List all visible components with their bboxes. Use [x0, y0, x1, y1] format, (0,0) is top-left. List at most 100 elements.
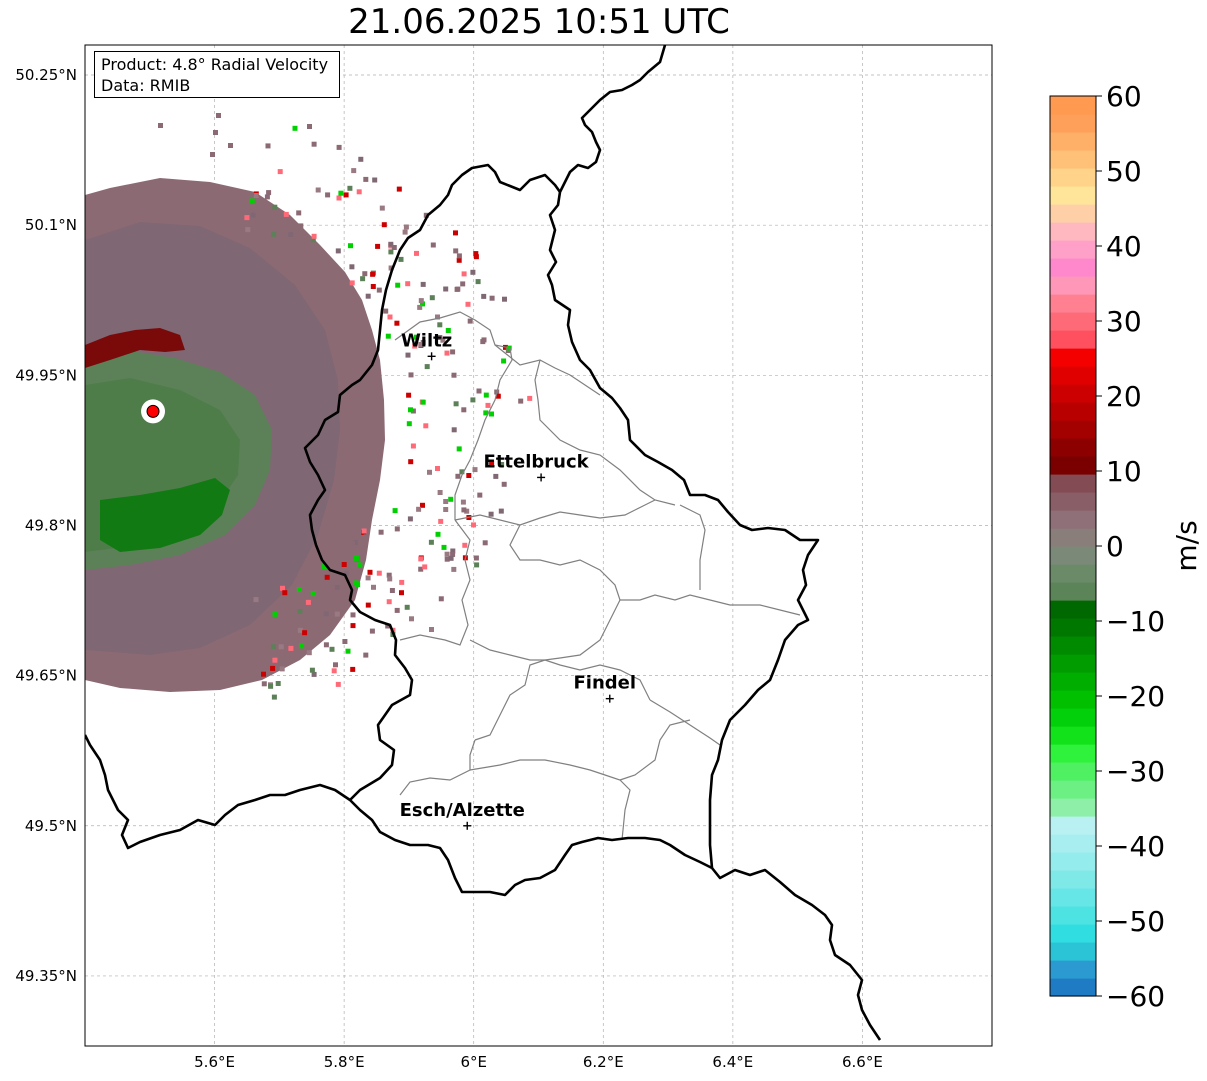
echo-pixel: [428, 539, 434, 545]
colorbar-ticks: 60 50 40 30 20 10 0 −10 −20 −30 −40 −50 −60: [1096, 80, 1165, 1013]
echo-pixel: [448, 496, 454, 502]
y-axis-ticks: 50.25°N 50.1°N 49.95°N 49.8°N 49.65°N 49.5°N 4…: [15, 66, 77, 985]
echo-pixel: [410, 443, 416, 449]
colorbar-swatch: [1050, 600, 1096, 619]
city-label: Ettelbruck: [484, 451, 590, 472]
y-tick-label: 49.5°N: [25, 817, 77, 835]
echo-pixel: [418, 566, 424, 572]
echo-pixel: [456, 446, 462, 452]
echo-pixel: [437, 322, 443, 328]
echo-pixel: [213, 130, 218, 135]
echo-pixel: [365, 575, 371, 581]
echo-pixel: [329, 646, 335, 652]
echo-pixel: [420, 301, 425, 307]
echo-pixel: [473, 555, 479, 561]
echo-pixel: [372, 177, 378, 183]
echo-pixel: [306, 650, 312, 656]
echo-pixel: [357, 562, 363, 568]
colorbar-swatch: [1050, 744, 1096, 763]
echo-pixel: [423, 212, 429, 218]
echo-pixel: [493, 473, 499, 479]
echo-pixel: [456, 257, 462, 263]
echo-pixel: [414, 250, 419, 256]
echo-pixel: [278, 644, 284, 650]
echo-pixel: [280, 585, 285, 591]
echo-pixel: [379, 205, 385, 211]
colorbar-swatch: [1050, 888, 1096, 907]
colorbar-swatch: [1050, 258, 1096, 277]
echo-pixel: [250, 212, 256, 218]
echo-pixel: [430, 242, 436, 248]
colorbar-swatch: [1050, 924, 1096, 943]
echo-pixel: [461, 407, 467, 413]
echo-pixel: [488, 511, 494, 517]
echo-pixel: [316, 601, 322, 607]
echo-pixel: [459, 469, 465, 475]
echo-pixel: [399, 590, 404, 596]
echo-pixel: [270, 644, 276, 650]
colorbar-swatch: [1050, 114, 1096, 133]
city-label: Wiltz: [401, 330, 452, 351]
echo-pixel: [363, 176, 369, 182]
colorbar-swatch: [1050, 978, 1096, 997]
echo-pixel: [444, 551, 450, 557]
product-label: Product: 4.8° Radial Velocity: [101, 55, 329, 74]
x-tick-label: 5.8°E: [324, 1053, 365, 1071]
echo-pixel: [445, 328, 451, 333]
colorbar-swatch: [1050, 816, 1096, 835]
echo-pixel: [321, 564, 327, 570]
echo-pixel: [325, 192, 331, 198]
echo-pixel: [423, 423, 429, 429]
echo-pixel: [475, 279, 481, 285]
echo-pixel: [283, 211, 289, 217]
echo-pixel: [350, 666, 356, 672]
y-tick-label: 49.8°N: [25, 516, 77, 534]
echo-pixel: [435, 466, 440, 471]
echo-pixel: [404, 604, 410, 610]
colorbar-swatch: [1050, 798, 1096, 817]
echo-pixel: [375, 243, 381, 249]
echo-pixel: [407, 516, 413, 522]
colorbar-tick-label: 10: [1106, 455, 1142, 488]
echo-pixel: [444, 556, 450, 562]
echo-pixel: [435, 531, 441, 537]
echo-pixel: [336, 195, 342, 201]
echo-pixel: [292, 125, 298, 131]
echo-pixel: [409, 616, 414, 622]
echo-pixel: [394, 320, 400, 326]
colorbar-swatch: [1050, 834, 1096, 853]
echo-pixel: [477, 492, 483, 498]
echo-pixel: [424, 364, 430, 370]
colorbar-swatch: [1050, 438, 1096, 457]
echo-pixel: [309, 667, 315, 673]
echo-pixel: [216, 113, 221, 118]
echo-pixel: [441, 544, 447, 550]
colorbar-tick-label: −40: [1106, 830, 1165, 863]
echo-speckle: [158, 113, 533, 700]
echo-pixel: [422, 564, 428, 570]
echo-pixel: [405, 281, 411, 287]
echo-pixel: [271, 694, 277, 700]
echo-pixel: [289, 634, 294, 640]
radar-echo-layer: [85, 113, 533, 700]
colorbar-tick-label: 0: [1106, 530, 1124, 563]
colorbar-swatch: [1050, 456, 1096, 475]
echo-pixel: [323, 642, 329, 648]
echo-pixel: [310, 591, 316, 597]
colorbar-swatch: [1050, 384, 1096, 403]
echo-pixel: [287, 590, 293, 596]
echo-pixel: [489, 295, 495, 301]
colorbar-swatch: [1050, 186, 1096, 205]
echo-pixel: [245, 227, 251, 233]
echo-pixel: [472, 467, 478, 473]
colorbar-swatch: [1050, 960, 1096, 979]
echo-pixel: [363, 534, 369, 540]
colorbar-swatch: [1050, 492, 1096, 511]
colorbar-swatch: [1050, 762, 1096, 781]
y-tick-label: 50.1°N: [25, 216, 77, 234]
echo-pixel: [338, 190, 344, 196]
echo-pixel: [420, 281, 426, 287]
echo-pixel: [402, 229, 408, 235]
echo-pixel: [270, 665, 276, 671]
echo-pixel: [464, 508, 470, 514]
